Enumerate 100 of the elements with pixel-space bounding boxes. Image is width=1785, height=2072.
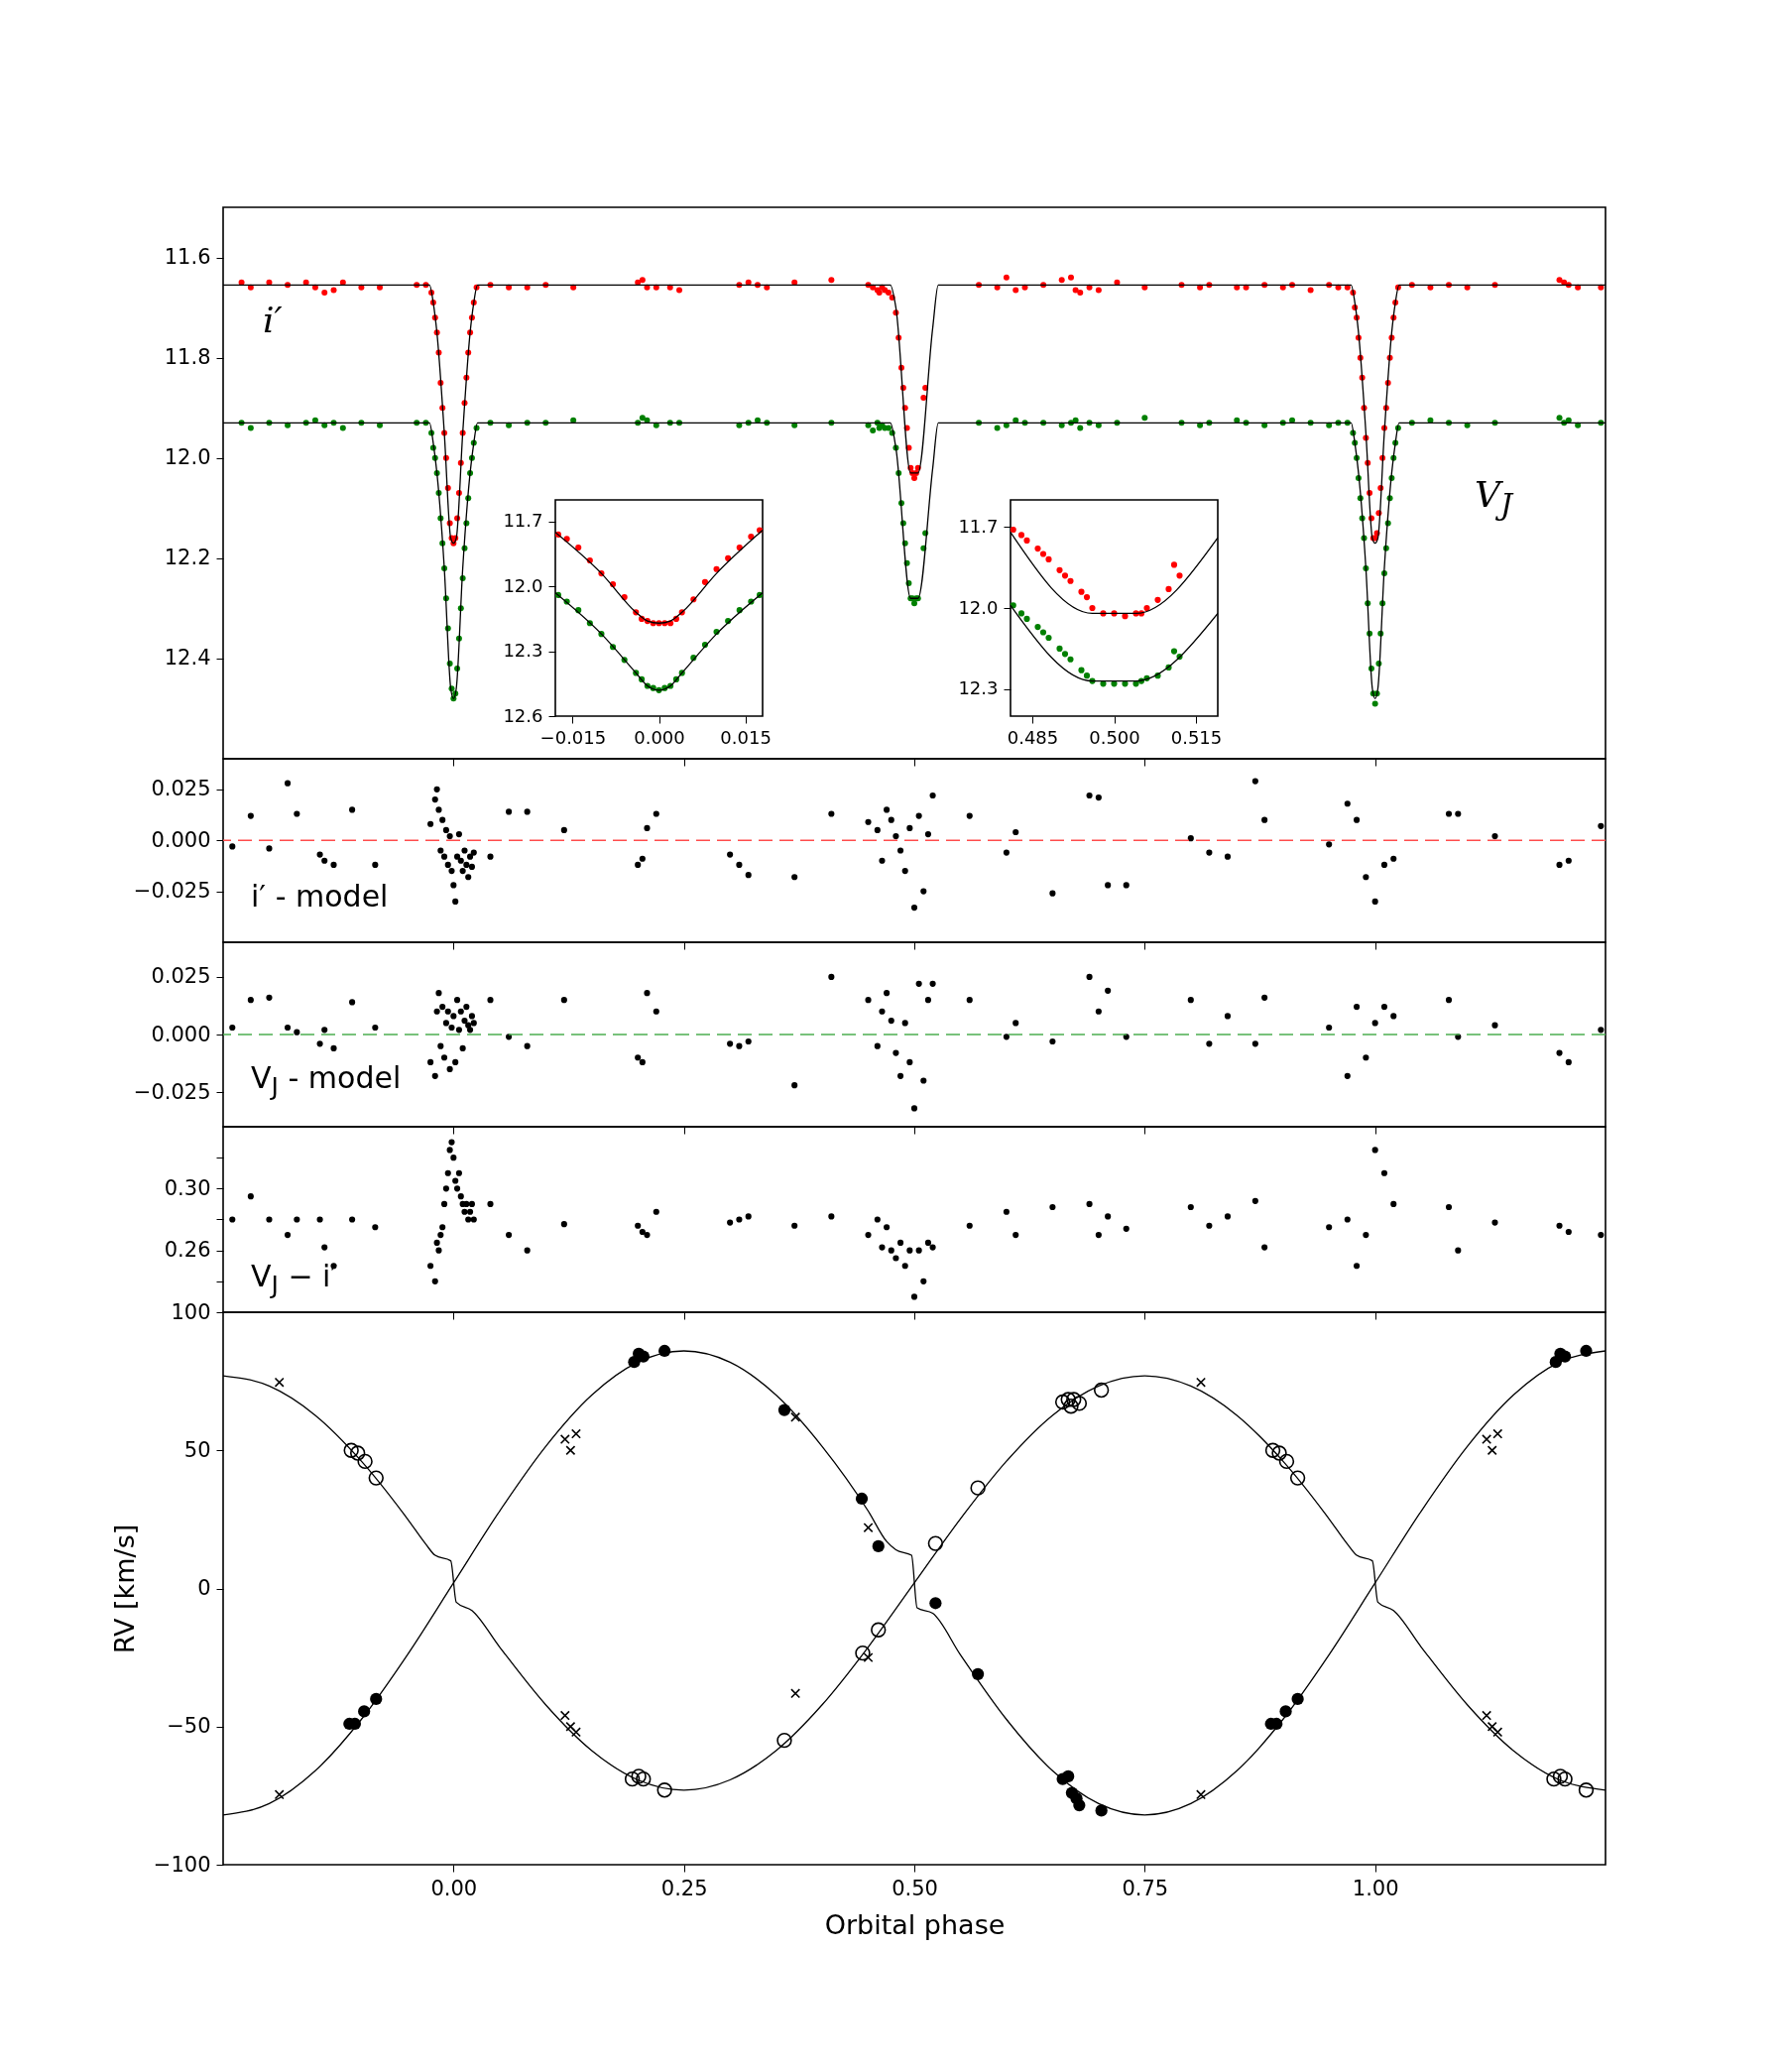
point: [790, 1411, 801, 1422]
point: [1067, 656, 1074, 663]
point: [929, 1597, 942, 1610]
x-tick-label: 0.00: [430, 1876, 478, 1900]
point: [872, 1539, 885, 1552]
point: [1487, 1721, 1497, 1732]
point: [1078, 588, 1085, 595]
x-tick-label: 0.50: [892, 1876, 938, 1900]
point: [357, 1453, 373, 1470]
point: [1083, 672, 1091, 679]
point: [736, 544, 743, 551]
y-tick-label: 12.0: [958, 596, 999, 618]
point: [1482, 1710, 1492, 1721]
point: [1143, 604, 1150, 612]
point: [927, 1535, 944, 1551]
x-tick-label: 0.515: [1170, 726, 1223, 748]
y-tick-label: 11.8: [164, 345, 211, 370]
point: [559, 1710, 570, 1721]
y-tick-label: 12.3: [958, 677, 999, 699]
point: [1557, 1770, 1573, 1787]
y-tick-label: 12.0: [503, 574, 543, 596]
point: [575, 544, 582, 551]
y-tick-label: −0.025: [133, 1079, 211, 1104]
point: [1062, 1769, 1075, 1782]
x-tick-label: 0.000: [634, 726, 685, 748]
point: [1165, 585, 1172, 592]
x-tick-label: 0.015: [720, 726, 772, 748]
x-tick-label: 0.500: [1089, 726, 1140, 748]
y-tick-label: −0.025: [133, 879, 211, 904]
point: [701, 578, 709, 585]
point: [1071, 1396, 1088, 1411]
point: [1061, 572, 1069, 579]
y-tick-label: 11.6: [164, 245, 211, 270]
y-tick-label: 0: [197, 1576, 211, 1600]
point: [1122, 613, 1129, 620]
point: [1023, 615, 1030, 622]
y-tick-label: 0.000: [151, 1022, 211, 1046]
y-tick-label: 0.26: [164, 1238, 211, 1263]
point: [1176, 572, 1183, 579]
y-tick-label: −100: [153, 1852, 211, 1877]
point: [970, 1480, 986, 1496]
y-tick-label: 12.3: [503, 640, 543, 662]
point: [1170, 561, 1178, 568]
point: [871, 1622, 887, 1638]
point: [1154, 596, 1161, 603]
point: [972, 1667, 985, 1680]
point: [1045, 634, 1052, 642]
point: [658, 1344, 671, 1358]
point: [1278, 1453, 1295, 1470]
y-tick-label: 11.7: [958, 515, 999, 537]
y-tick-label: 12.2: [164, 546, 211, 570]
point: [1552, 1768, 1569, 1784]
point: [776, 1733, 792, 1749]
point: [1093, 1382, 1110, 1399]
point: [1039, 550, 1047, 557]
point: [855, 1645, 871, 1661]
point: [1066, 1392, 1082, 1407]
point: [1580, 1344, 1593, 1358]
point: [1054, 1394, 1071, 1410]
point: [1073, 1799, 1086, 1812]
point: [1095, 1804, 1108, 1817]
point: [358, 1705, 371, 1718]
point: [1289, 1470, 1306, 1486]
point: [713, 565, 720, 572]
point: [1487, 1445, 1497, 1456]
y-tick-label: 0.000: [151, 827, 211, 852]
point: [274, 1377, 285, 1388]
point: [1170, 648, 1178, 655]
point: [1067, 577, 1074, 584]
point: [624, 1770, 641, 1787]
point: [1132, 680, 1139, 687]
y-tick-label: 0.30: [164, 1175, 211, 1200]
point: [1279, 1705, 1292, 1718]
point: [274, 1789, 285, 1800]
point: [1492, 1727, 1503, 1738]
point: [1122, 680, 1129, 687]
y-tick-label: 50: [183, 1437, 211, 1462]
point: [1056, 566, 1063, 573]
point: [570, 1727, 581, 1738]
y-tick-label: 12.6: [503, 704, 543, 726]
x-tick-label: −0.015: [539, 726, 607, 748]
y-tick-label: 12.4: [164, 646, 211, 670]
series-label: i′: [263, 300, 283, 340]
point: [1271, 1445, 1287, 1461]
point: [1196, 1377, 1207, 1388]
point: [1034, 624, 1041, 631]
point: [1546, 1770, 1562, 1787]
point: [1492, 1428, 1503, 1439]
x-axis-title: Orbital phase: [824, 1908, 1006, 1940]
point: [1011, 526, 1016, 534]
x-tick-label: 0.75: [1122, 1876, 1169, 1900]
point: [349, 1445, 366, 1461]
point: [1578, 1782, 1595, 1798]
point: [370, 1692, 383, 1706]
point: [1089, 604, 1096, 612]
point: [1034, 545, 1041, 552]
point: [631, 1768, 647, 1784]
point: [777, 1403, 791, 1416]
y-tick-label: −50: [167, 1714, 211, 1739]
point: [1111, 680, 1118, 687]
